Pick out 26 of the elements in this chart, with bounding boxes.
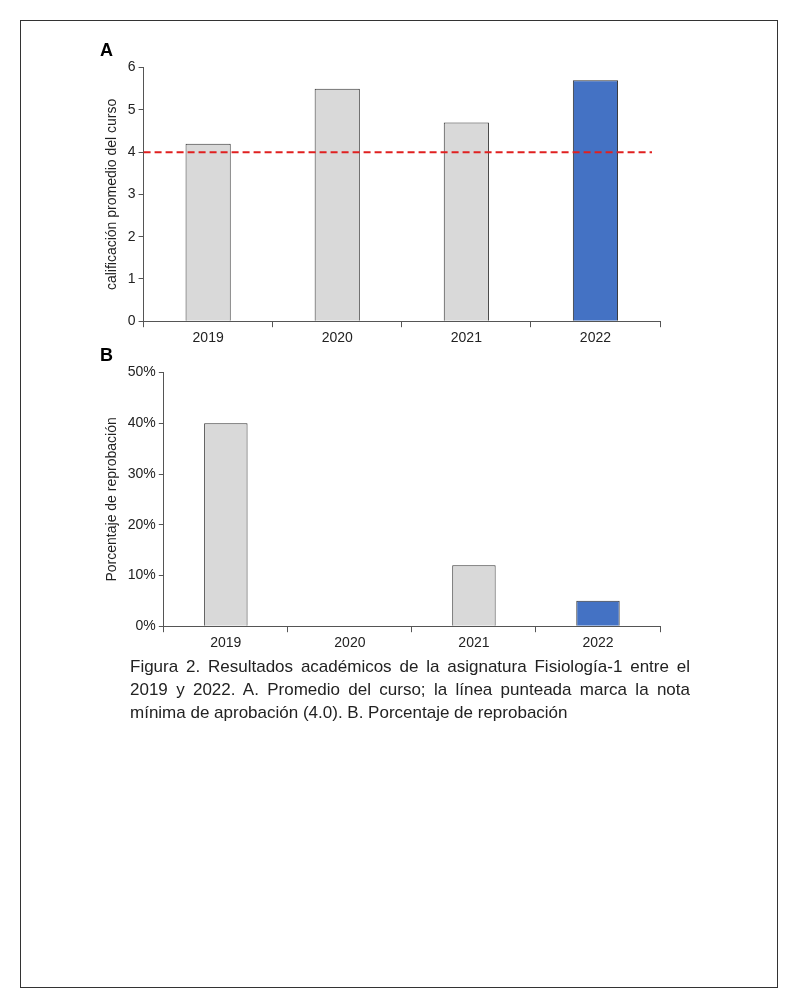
y-tick-label: 5 [127, 100, 136, 117]
y-tick-label: 50% [127, 363, 156, 380]
y-tick-label: 30% [127, 464, 156, 481]
y-tick-label: 0 [127, 312, 136, 329]
chart-title: B [100, 344, 113, 365]
x-tick-label: 2021 [450, 329, 483, 346]
y-tick-label: 20% [127, 515, 156, 532]
text: Figura 2. Resultados académicos de la asignatura Fisiología-1 entre el 2019 y 2022. A. Promedio del curso; la línea punteada marca la nota mínima de aprobación (4.0). B. Porcentaje de reprobación [130, 656, 690, 724]
y-tick-label: 0% [135, 617, 156, 634]
y-tick-label: 6 [127, 58, 136, 75]
y-tick-label: 10% [127, 566, 156, 583]
y-axis-title: calificación promedio del curso [103, 98, 120, 291]
x-tick-label: 2019 [210, 634, 242, 651]
x-tick-label: 2020 [321, 329, 354, 346]
x-tick-label: 2021 [458, 634, 490, 651]
x-tick-label: 2022 [579, 329, 612, 346]
y-axis-title: Porcentaje de reprobación [103, 417, 120, 582]
y-tick-label: 40% [127, 414, 156, 431]
x-tick-label: 2022 [582, 634, 614, 651]
x-tick-label: 2020 [334, 634, 366, 651]
y-tick-label: 1 [127, 269, 136, 286]
y-tick-label: 2 [127, 227, 136, 244]
chart-title: A [100, 39, 113, 60]
y-tick-label: 4 [127, 142, 136, 159]
y-tick-label: 3 [127, 185, 136, 202]
x-tick-label: 2019 [192, 329, 224, 346]
